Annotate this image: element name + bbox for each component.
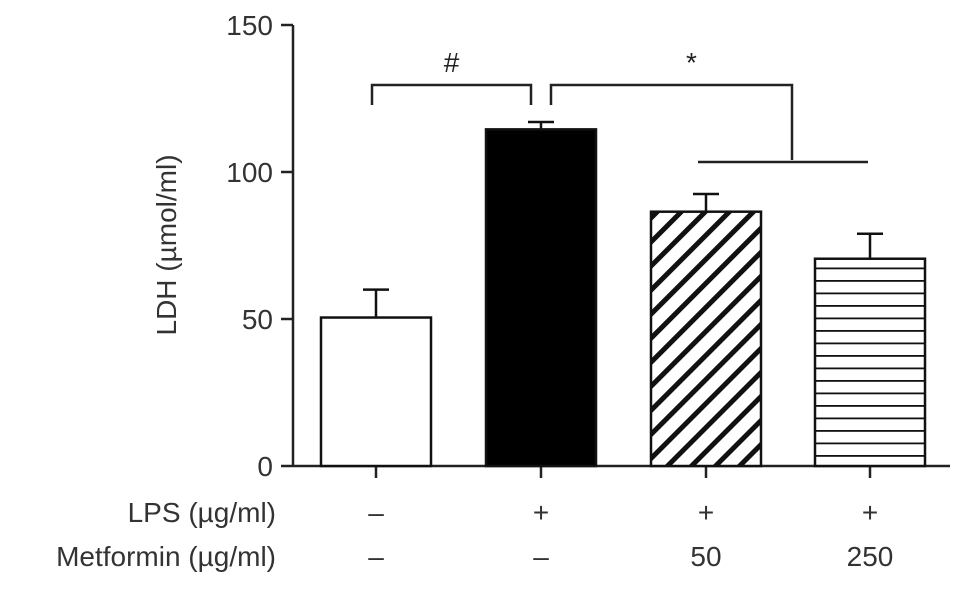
y-tick-label-50: 50 <box>242 304 273 335</box>
y-axis: 0 50 100 150 <box>226 10 295 482</box>
bars <box>319 128 927 468</box>
condition-value-0-0: – <box>368 497 384 528</box>
bar-2 <box>649 210 763 468</box>
condition-value-1-2: 50 <box>690 541 721 572</box>
y-tick-label-0: 0 <box>257 451 273 482</box>
condition-values: – + + + – – 50 250 <box>368 497 893 572</box>
condition-value-0-3: + <box>862 497 878 528</box>
bar-1 <box>484 128 598 468</box>
significance-brackets: # * <box>370 47 868 164</box>
condition-value-1-1: – <box>533 541 549 572</box>
y-tick-label-150: 150 <box>226 10 273 41</box>
condition-value-1-0: – <box>368 541 384 572</box>
y-axis-title: LDH (µmol/ml) <box>151 154 182 335</box>
condition-value-1-3: 250 <box>847 541 894 572</box>
condition-value-0-2: + <box>698 497 714 528</box>
bar-0 <box>319 316 433 468</box>
condition-row-label-metformin: Metformin (µg/ml) <box>56 541 276 572</box>
significance-star: * <box>686 47 697 78</box>
error-bars <box>363 120 883 318</box>
y-tick-label-100: 100 <box>226 157 273 188</box>
condition-value-0-1: + <box>533 497 549 528</box>
bar-3 <box>813 257 927 468</box>
x-axis <box>293 464 950 478</box>
bracket-hash <box>370 83 533 105</box>
condition-row-label-lps: LPS (µg/ml) <box>128 497 276 528</box>
significance-hash: # <box>444 47 460 78</box>
bracket-star <box>549 83 794 160</box>
